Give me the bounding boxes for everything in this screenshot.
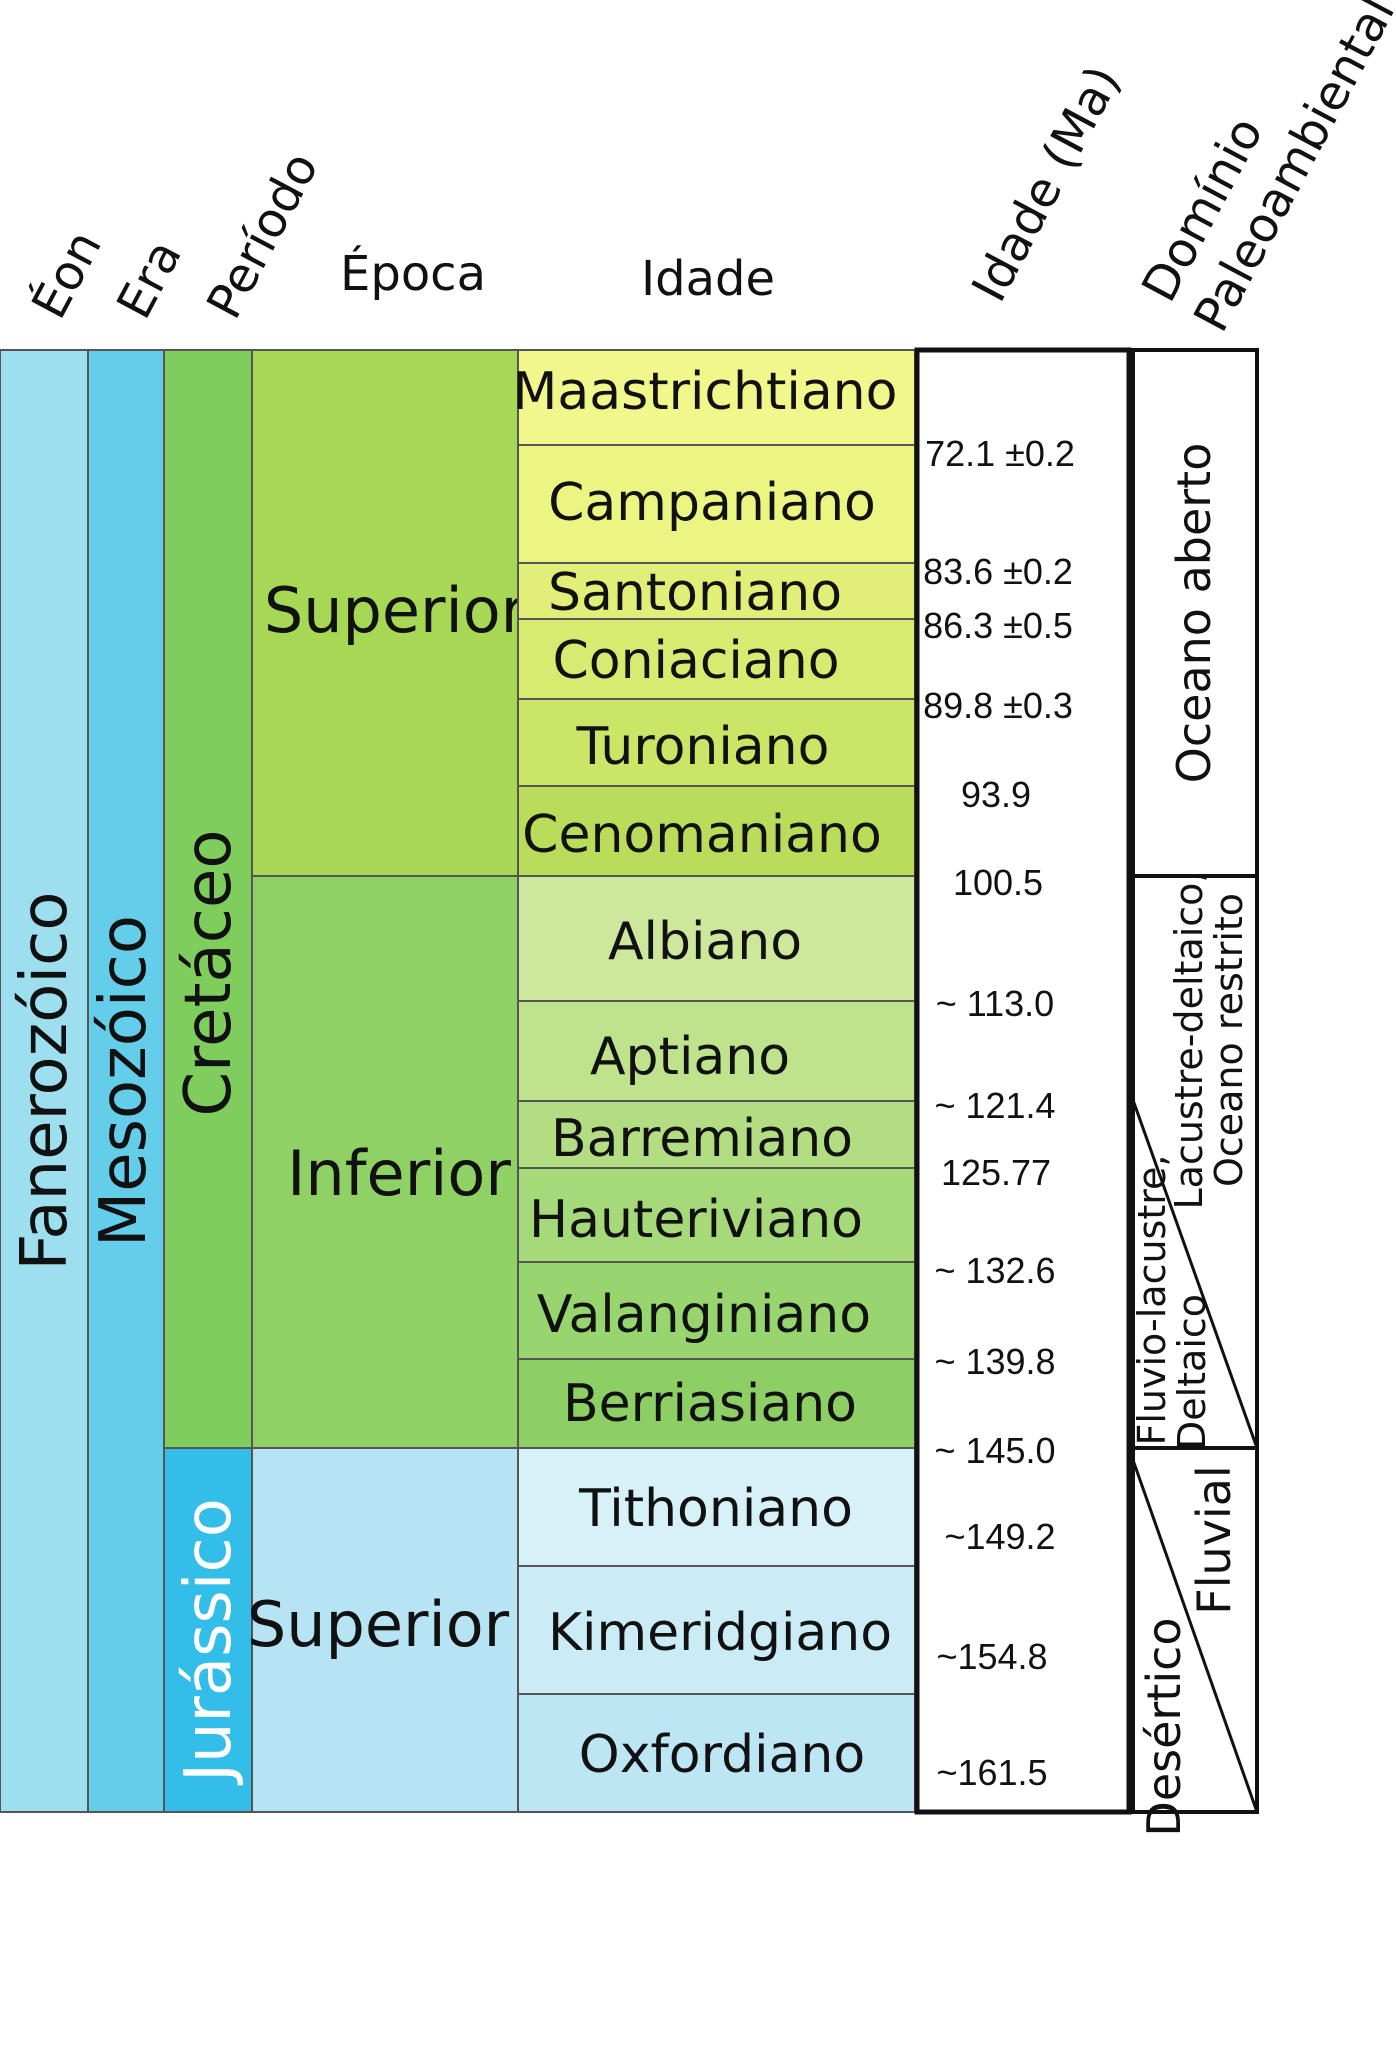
domain-label-fluvial: Fluvial bbox=[1187, 1465, 1241, 1614]
epoch-cell-upper-cretaceous bbox=[251, 349, 519, 877]
age-label: 125.77 bbox=[941, 1152, 1051, 1193]
stage-cell-albian bbox=[517, 875, 916, 1002]
age-label: ~ 113.0 bbox=[936, 983, 1054, 1024]
age-label: 100.5 bbox=[953, 862, 1043, 903]
age-label: 93.9 bbox=[961, 774, 1031, 815]
domain-label-fluvio-2: Deltaico bbox=[1170, 1294, 1214, 1450]
age-label: 89.8 ±0.3 bbox=[923, 685, 1073, 726]
eon-cell bbox=[0, 349, 89, 1813]
stage-cell-barremian bbox=[517, 1100, 916, 1169]
eon-label: Fanerozóico bbox=[8, 891, 82, 1270]
stage-label-maastrichtian: Maastrichtiano bbox=[513, 362, 898, 422]
stage-label-oxfordian: Oxfordiano bbox=[579, 1725, 865, 1785]
stage-label-turonian: Turoniano bbox=[576, 717, 830, 777]
period-label-cretaceous: Cretáceo bbox=[172, 830, 246, 1117]
stage-cell-maastrichtian bbox=[517, 349, 916, 446]
stage-cell-aptian bbox=[517, 1000, 916, 1102]
age-label: ~ 139.8 bbox=[934, 1341, 1055, 1382]
domain-divider-lacustre bbox=[1131, 1099, 1259, 1449]
domain-label-fluvio-1: Fluvio-lacustre, bbox=[1130, 1155, 1174, 1446]
stage-label-hauterivian: Hauteriviano bbox=[529, 1190, 863, 1250]
epoch-label-upper-jurassic: Superior bbox=[247, 1588, 510, 1661]
age-label: ~161.5 bbox=[936, 1752, 1047, 1793]
domain-label-lacustre-1: Lacustre-deltaico, bbox=[1167, 870, 1211, 1209]
stage-column: Maastrichtiano Campaniano Santoniano Coniac… bbox=[513, 349, 916, 1813]
domain-divider-fluvial bbox=[1131, 1459, 1259, 1813]
age-label: 86.3 ±0.5 bbox=[923, 605, 1073, 646]
stage-label-barremian: Barremiano bbox=[551, 1109, 853, 1169]
period-cell-jurassic bbox=[163, 1447, 253, 1813]
age-label: ~154.8 bbox=[936, 1636, 1047, 1677]
header-eon: Éon bbox=[20, 221, 113, 327]
stage-cell-campanian bbox=[517, 444, 916, 564]
age-label: ~149.2 bbox=[944, 1516, 1055, 1557]
epoch-label-upper-cretaceous: Superior bbox=[264, 574, 527, 647]
domain-cell-oceano bbox=[1131, 348, 1259, 878]
stage-label-albian: Albiano bbox=[608, 912, 802, 972]
stage-cell-kimmeridgian bbox=[517, 1565, 916, 1695]
stage-label-campanian: Campaniano bbox=[548, 473, 876, 533]
age-column: 72.1 ±0.2 83.6 ±0.2 86.3 ±0.5 89.8 ±0.3 93.9… bbox=[923, 433, 1075, 1793]
header-epoch: Época bbox=[340, 245, 486, 302]
period-label-jurassic: Jurássico bbox=[172, 1498, 246, 1786]
stage-cell-oxfordian bbox=[517, 1693, 916, 1813]
stage-label-berriasian: Berriasiano bbox=[563, 1374, 857, 1434]
stage-cell-cenomanian bbox=[517, 785, 916, 877]
epoch-cell-lower-cretaceous bbox=[251, 875, 519, 1449]
header-age-ma: Idade (Ma) bbox=[961, 57, 1131, 311]
domain-label-lacustre-2: Oceano restrito bbox=[1207, 893, 1251, 1187]
header-stage: Idade bbox=[641, 251, 775, 307]
age-label: 72.1 ±0.2 bbox=[925, 433, 1075, 474]
age-label: ~ 132.6 bbox=[934, 1250, 1055, 1291]
stage-label-valanginian: Valanginiano bbox=[537, 1285, 871, 1345]
epoch-cell-upper-jurassic bbox=[251, 1447, 519, 1813]
age-label: 83.6 ±0.2 bbox=[923, 551, 1073, 592]
epoch-label-lower-cretaceous: Inferior bbox=[287, 1137, 511, 1210]
domain-label-oceano: Oceano aberto bbox=[1167, 443, 1221, 784]
stage-cell-turonian bbox=[517, 698, 916, 787]
stage-label-kimmeridgian: Kimeridgiano bbox=[548, 1603, 892, 1663]
age-label: ~ 121.4 bbox=[934, 1085, 1055, 1126]
stage-cell-berriasian bbox=[517, 1358, 916, 1449]
period-cell-cretaceous bbox=[163, 349, 253, 1449]
stage-label-coniacian: Coniaciano bbox=[552, 631, 839, 691]
stage-cell-hauterivian bbox=[517, 1167, 916, 1263]
stage-label-santonian: Santoniano bbox=[548, 563, 842, 623]
stage-label-aptian: Aptiano bbox=[590, 1027, 790, 1087]
stage-cell-santonian bbox=[517, 562, 916, 620]
stage-cell-tithonian bbox=[517, 1447, 916, 1567]
domain-label-desertico: Desértico bbox=[1137, 1617, 1191, 1836]
header-period: Período bbox=[196, 143, 330, 327]
age-column-box bbox=[914, 347, 1132, 1815]
stage-label-tithonian: Tithoniano bbox=[578, 1479, 853, 1539]
header-era: Era bbox=[106, 231, 193, 327]
stage-cell-coniacian bbox=[517, 618, 916, 700]
stage-label-cenomanian: Cenomaniano bbox=[522, 805, 882, 865]
era-label: Mesozóico bbox=[87, 915, 161, 1247]
age-label: ~ 145.0 bbox=[934, 1430, 1055, 1471]
